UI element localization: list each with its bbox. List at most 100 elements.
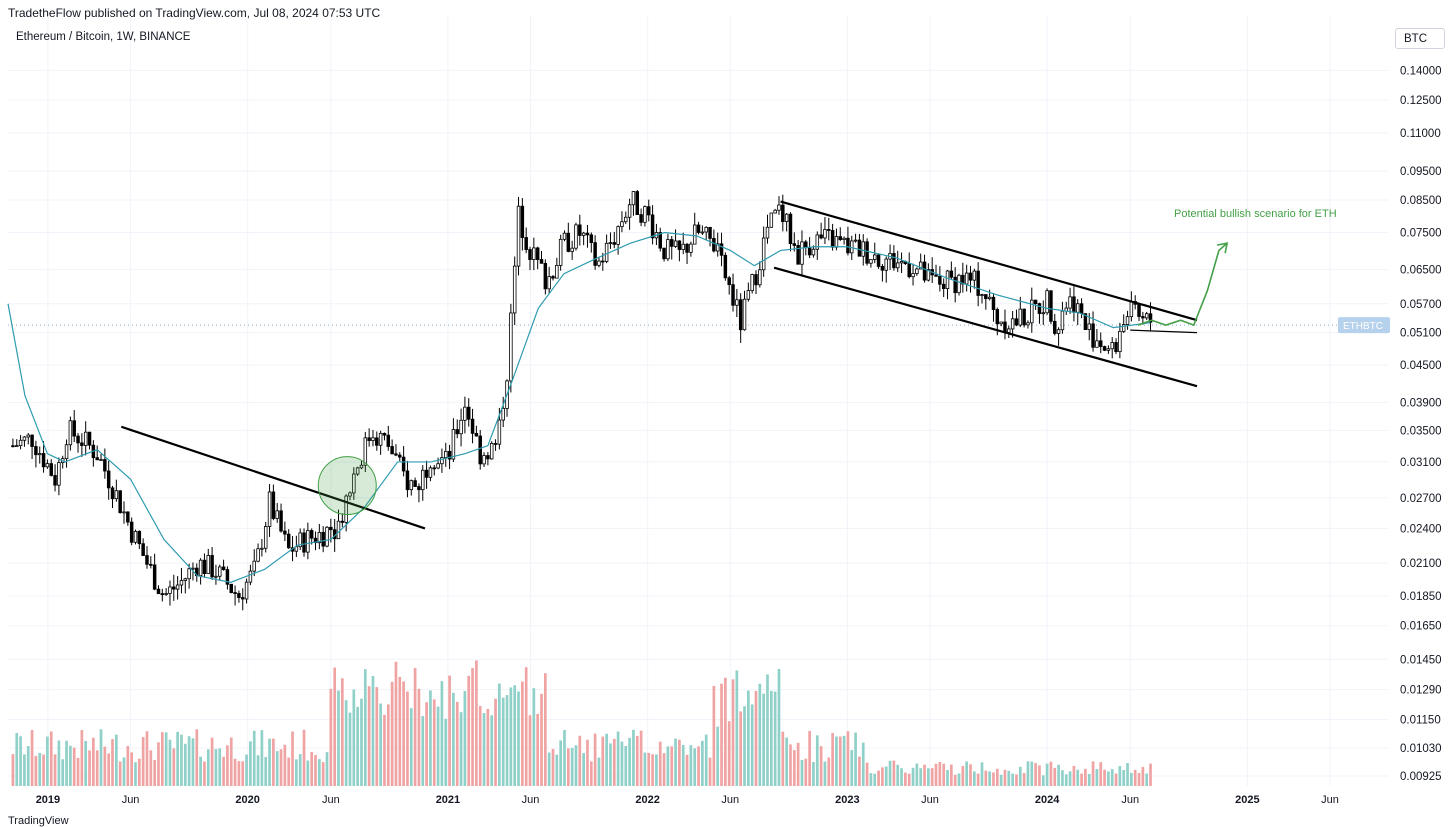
- trendlines[interactable]: [120, 200, 1198, 530]
- candle-body: [344, 495, 348, 523]
- candle-body: [179, 580, 184, 586]
- candle-body: [1041, 312, 1046, 315]
- volume-bar: [735, 670, 739, 786]
- candle-body: [87, 431, 92, 446]
- candle-body: [95, 457, 99, 461]
- volume-bar: [137, 758, 141, 786]
- candle-body: [64, 444, 69, 460]
- volume-bar: [275, 751, 279, 786]
- candle-body: [436, 463, 440, 469]
- volume-bar: [409, 708, 413, 786]
- volume-bar: [318, 759, 321, 786]
- volume-bar: [145, 731, 149, 786]
- volume-bar: [23, 754, 26, 786]
- volume-bar: [279, 749, 283, 786]
- bullish-scenario-path[interactable]: [1137, 242, 1228, 327]
- price-tick-label: 0.03500: [1400, 425, 1442, 437]
- volume-bar: [1099, 762, 1103, 786]
- candle-body: [1110, 342, 1114, 350]
- volume-bar: [107, 753, 111, 786]
- candle-body: [1148, 313, 1153, 323]
- volume-bar: [543, 673, 547, 786]
- candle-body: [911, 273, 915, 278]
- candle-body: [945, 270, 950, 289]
- volume-bar: [946, 770, 949, 786]
- volume-bar: [1022, 773, 1026, 786]
- published-header: TradetheFlow published on TradingView.co…: [8, 6, 381, 20]
- volume-bar: [796, 742, 800, 786]
- candle-body: [539, 259, 544, 264]
- volume-bar: [789, 744, 792, 786]
- volume-bar: [1072, 765, 1076, 786]
- volume-bar: [99, 729, 103, 786]
- candle-body: [934, 274, 938, 277]
- volume-bar: [601, 736, 605, 786]
- candle-body: [830, 230, 835, 248]
- price-tick-label: 0.03100: [1400, 457, 1442, 469]
- volume-bar: [34, 755, 38, 786]
- price-axis[interactable]: 0.14000 0.12500 0.11000 0.09500 0.08500 0.075…: [1400, 65, 1442, 783]
- currency-button[interactable]: BTC: [1395, 28, 1445, 49]
- volume-bar: [758, 683, 762, 786]
- candle-body: [45, 463, 50, 468]
- volume-bar: [846, 731, 850, 786]
- candle-body: [658, 232, 662, 249]
- candle-body: [309, 530, 314, 539]
- volume-bar: [823, 761, 827, 786]
- candle-body: [581, 232, 586, 236]
- volume-bar: [597, 757, 601, 786]
- volume-bar: [379, 703, 382, 786]
- volume-bar: [482, 713, 486, 786]
- volume-bar: [593, 733, 597, 786]
- candle-body: [271, 491, 276, 519]
- volume-bar: [727, 721, 731, 786]
- candle-body: [191, 567, 195, 570]
- trendline-channel-upper: [780, 200, 1198, 322]
- candle-body: [210, 555, 214, 578]
- candle-body: [509, 312, 513, 382]
- volume-bar: [241, 761, 245, 786]
- volume-bar: [498, 683, 501, 786]
- candle-body: [118, 490, 122, 514]
- volume-bar: [76, 757, 80, 786]
- candle-body: [279, 510, 283, 532]
- volume-bar: [1007, 770, 1011, 786]
- candle-body: [225, 569, 230, 585]
- candle-body: [781, 204, 785, 222]
- candle-body: [555, 265, 559, 279]
- candle-body: [715, 243, 720, 252]
- volume-bar: [842, 735, 846, 786]
- candle-body: [723, 254, 728, 279]
- candle-body: [1106, 348, 1111, 351]
- volume-bar: [869, 773, 873, 786]
- candle-body: [612, 242, 617, 245]
- volume-bar: [203, 761, 206, 786]
- volume-bar: [532, 688, 536, 786]
- candle-body: [401, 456, 406, 472]
- breakout-circle[interactable]: [317, 456, 377, 516]
- volume-bar: [927, 768, 930, 786]
- volume-bar: [191, 738, 195, 786]
- candle-body: [566, 232, 571, 252]
- candle-body: [233, 592, 237, 594]
- time-axis[interactable]: 2019 Jun 2020 Jun 2021 Jun 2022 Jun 2023 Jun 2024 J…: [36, 794, 1339, 806]
- candle-body: [616, 226, 620, 245]
- candle-body: [1141, 316, 1145, 319]
- candle-body: [528, 249, 532, 260]
- candle-body: [907, 263, 911, 278]
- volume-bar: [915, 763, 919, 786]
- candle-body: [11, 445, 15, 448]
- candle-body: [68, 420, 73, 446]
- volume-bar: [440, 681, 444, 786]
- volume-bar: [260, 730, 264, 786]
- candle-body: [773, 209, 777, 214]
- candle-body: [938, 275, 942, 285]
- volume-bar: [785, 737, 788, 786]
- volume-bar: [942, 763, 946, 786]
- volume-bar: [1107, 771, 1110, 786]
- candle-body: [662, 247, 666, 260]
- candle-body: [1014, 318, 1019, 326]
- candle-body: [834, 236, 839, 248]
- volume-bar: [30, 730, 34, 786]
